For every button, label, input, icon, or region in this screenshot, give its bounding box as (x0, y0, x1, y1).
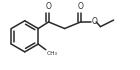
Text: CH₃: CH₃ (47, 51, 58, 56)
Text: O: O (78, 2, 84, 11)
Text: O: O (92, 17, 98, 26)
Text: O: O (46, 2, 52, 11)
